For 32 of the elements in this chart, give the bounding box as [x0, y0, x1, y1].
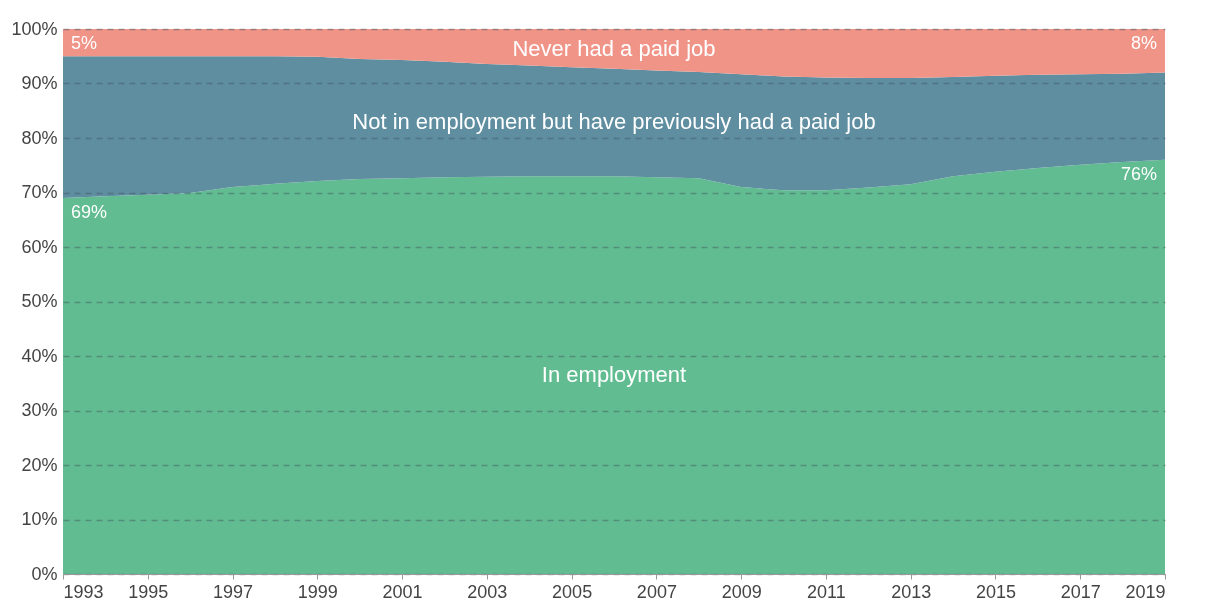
x-tick-label: 2013: [891, 581, 932, 602]
series-label: Never had a paid job: [512, 35, 716, 61]
data-label: 69%: [71, 201, 108, 222]
y-tick-label: 10%: [21, 509, 58, 529]
series-label: In employment: [541, 362, 687, 388]
x-tick-label: 1995: [128, 581, 169, 602]
x-tick-label: 2011: [807, 581, 846, 602]
y-tick-label: 100%: [11, 18, 58, 39]
x-tick-label: 1993: [63, 581, 104, 602]
x-tick-label: 2005: [552, 581, 593, 602]
data-label: 8%: [1130, 33, 1157, 53]
y-tick-label: 20%: [21, 454, 58, 475]
y-tick-label: 70%: [21, 182, 58, 202]
y-tick-label: 40%: [21, 345, 58, 366]
y-tick-label: 60%: [21, 236, 58, 257]
y-tick-label: 90%: [21, 73, 58, 93]
series-label: Not in employment but have previously had a paid job: [352, 109, 876, 135]
x-tick-label: 2009: [721, 581, 762, 602]
x-tick-label: 2015: [975, 581, 1016, 602]
x-tick-label: 1997: [213, 581, 254, 602]
data-label: 5%: [71, 33, 98, 53]
x-tick-label: 2017: [1060, 581, 1101, 602]
x-tick-label: 2007: [636, 581, 677, 602]
x-tick-label: 2019: [1125, 581, 1166, 602]
x-tick-label: 1999: [297, 581, 338, 602]
data-label: 76%: [1120, 163, 1157, 184]
x-tick-label: 2003: [467, 581, 508, 602]
y-tick-label: 50%: [21, 291, 58, 311]
x-tick-label: 2001: [382, 581, 423, 602]
y-tick-label: 0%: [31, 563, 58, 584]
y-tick-label: 30%: [21, 400, 58, 420]
y-tick-label: 80%: [21, 127, 58, 148]
